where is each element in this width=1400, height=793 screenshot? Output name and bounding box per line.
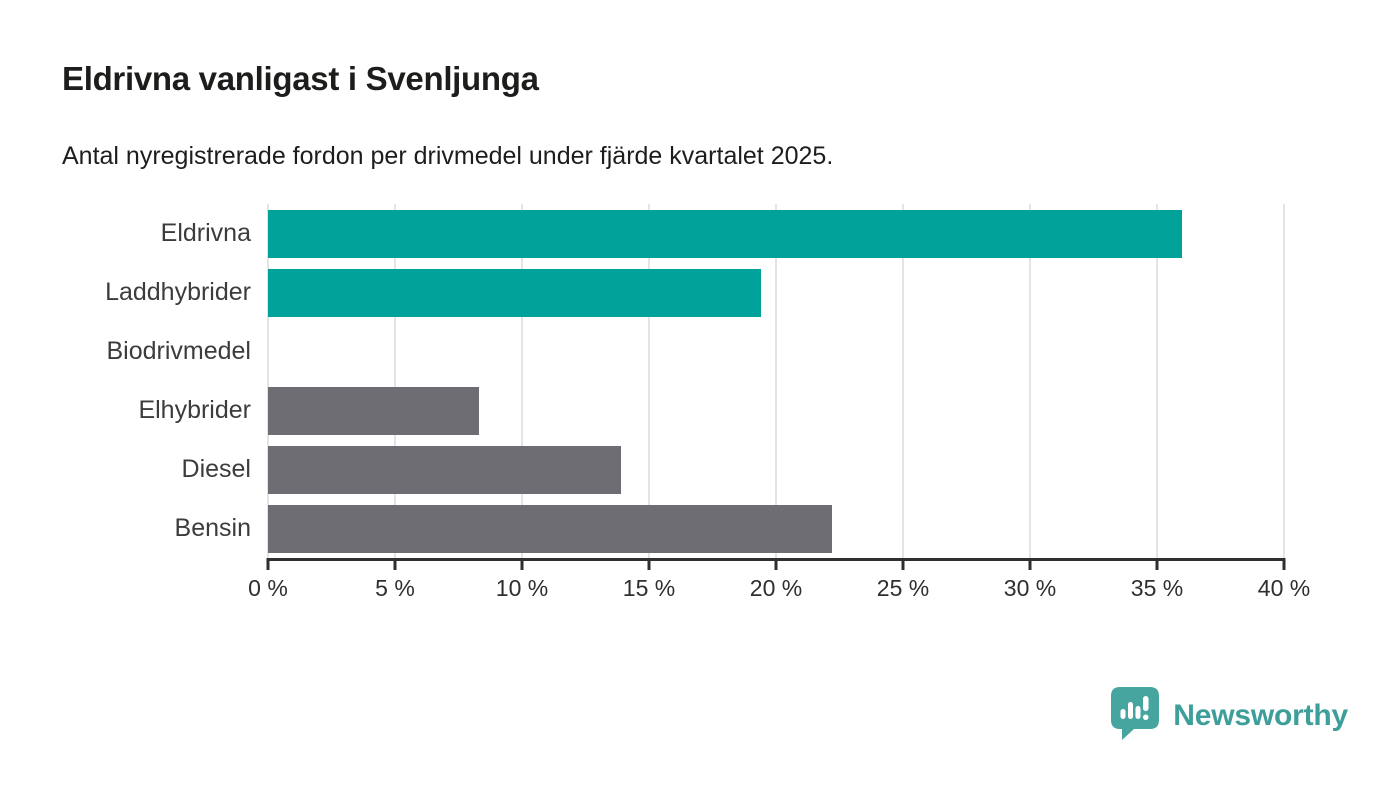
- bar-row: Eldrivna: [62, 204, 1284, 263]
- bar-track: [268, 386, 1284, 435]
- bar-track: [268, 268, 1284, 317]
- bar-chart-speech-bubble-icon: [1109, 685, 1161, 746]
- axis-tick: [520, 558, 524, 570]
- bar: [268, 209, 1183, 258]
- bar: [268, 268, 761, 317]
- bar-chart: Eldrivna Laddhybrider Biodrivmedel Elhybrid…: [62, 204, 1310, 614]
- bar: [268, 504, 832, 553]
- axis-tick-label: 35 %: [1130, 575, 1184, 601]
- bar-track: [268, 209, 1284, 258]
- plot-area: Eldrivna Laddhybrider Biodrivmedel Elhybrid…: [62, 204, 1285, 558]
- axis-tick: [1028, 558, 1032, 570]
- axis-tick: [1155, 558, 1159, 570]
- category-label: Bensin: [174, 514, 251, 542]
- axis-tick-label: 30 %: [1003, 575, 1057, 601]
- bar: [268, 386, 479, 435]
- category-label: Elhybrider: [138, 396, 251, 424]
- category-label: Laddhybrider: [105, 278, 251, 306]
- axis-tick-label: 5 %: [375, 575, 415, 601]
- axis-tick-label: 15 %: [622, 575, 676, 601]
- bar-row: Laddhybrider: [62, 263, 1284, 322]
- bar-track: [268, 445, 1284, 494]
- bar-track: [268, 504, 1284, 553]
- category-label: Biodrivmedel: [106, 337, 251, 365]
- bar-row: Biodrivmedel: [62, 322, 1284, 381]
- chart-title: Eldrivna vanligast i Svenljunga: [62, 60, 539, 97]
- chart-subtitle: Antal nyregistrerade fordon per drivmede…: [62, 142, 834, 170]
- newsworthy-logo: Newsworthy: [1109, 685, 1348, 746]
- axis-tick: [1282, 558, 1286, 570]
- x-axis: 0 % 5 % 10 % 15 % 20 % 25 % 30 % 35 % 40 %: [248, 558, 1310, 614]
- bar-track: [268, 328, 1284, 376]
- bar-row: Diesel: [62, 440, 1284, 499]
- axis-tick-label: 40 %: [1257, 575, 1311, 601]
- axis-tick: [901, 558, 905, 570]
- axis-tick: [774, 558, 778, 570]
- bar-row: Elhybrider: [62, 381, 1284, 440]
- axis-tick: [266, 558, 270, 570]
- bar-rows: Eldrivna Laddhybrider Biodrivmedel Elhybrid…: [62, 204, 1284, 558]
- category-label: Eldrivna: [160, 219, 251, 247]
- axis-tick: [393, 558, 397, 570]
- category-label: Diesel: [181, 455, 251, 483]
- axis-tick-label: 20 %: [749, 575, 803, 601]
- bar-row: Bensin: [62, 499, 1284, 558]
- axis-tick-label: 0 %: [248, 575, 288, 601]
- axis-tick: [647, 558, 651, 570]
- bar: [268, 445, 622, 494]
- axis-tick-label: 25 %: [876, 575, 930, 601]
- axis-tick-label: 10 %: [495, 575, 549, 601]
- brand-name: Newsworthy: [1173, 698, 1348, 732]
